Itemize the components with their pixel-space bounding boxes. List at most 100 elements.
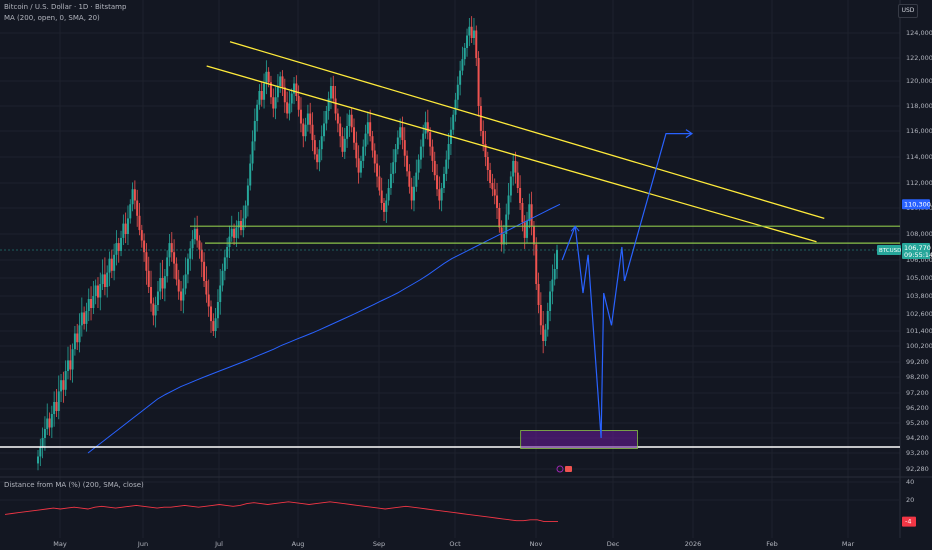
candle-body: [406, 155, 409, 172]
candle-body: [288, 103, 291, 114]
symbol-tag-box: [877, 244, 901, 255]
candle-body: [371, 136, 374, 151]
candle-body: [214, 318, 217, 331]
osc-tick-label: 40: [906, 478, 914, 486]
candle-body: [62, 380, 65, 390]
candle-body: [120, 237, 123, 251]
osc-value-tag: [902, 516, 916, 527]
candle-body: [244, 205, 247, 219]
candle-body: [117, 243, 120, 251]
candle-body: [426, 122, 429, 133]
candle-body: [253, 121, 256, 142]
candle-body: [350, 114, 353, 128]
price-tick-label: 93,200: [906, 449, 929, 457]
candle-body: [64, 371, 67, 390]
price-tick-label: 101,400: [906, 327, 932, 335]
candle-body: [526, 221, 529, 238]
price-tick-label: 94,200: [906, 434, 929, 442]
candle-body: [180, 291, 183, 301]
candle-body: [193, 228, 196, 240]
candle-body: [228, 236, 231, 247]
candle-body: [380, 190, 383, 203]
candle-body: [401, 127, 404, 141]
candle-body: [546, 311, 549, 330]
candle-body: [152, 303, 155, 316]
candle-body: [124, 223, 127, 234]
price-tick-label: 103,800: [906, 292, 932, 300]
candle-body: [442, 173, 445, 188]
candle-body: [73, 333, 76, 350]
time-tick-label: Feb: [766, 540, 778, 548]
candle-body: [90, 299, 93, 308]
candle-body: [223, 257, 226, 271]
candle-body: [496, 195, 499, 208]
currency-button[interactable]: USD: [898, 4, 918, 18]
candle-body: [417, 159, 420, 173]
candle-body: [556, 249, 558, 269]
candle-body: [297, 96, 300, 110]
price-tick-label: 96,200: [906, 404, 929, 412]
target-zone: [520, 430, 638, 449]
candle-body: [327, 98, 330, 111]
candle-body: [491, 183, 494, 190]
candle-body: [156, 291, 159, 305]
time-tick-label: Oct: [449, 540, 461, 548]
candle-body: [364, 133, 367, 147]
candle-body: [325, 111, 328, 124]
candle-body: [110, 258, 113, 271]
price-tick-label: 92,280: [906, 465, 929, 473]
candle-body: [83, 312, 86, 324]
candle-body: [544, 329, 547, 341]
candle-body: [530, 204, 533, 227]
price-tick-label: 118,000: [906, 102, 932, 110]
candle-body: [459, 70, 462, 85]
candle-body: [424, 122, 427, 134]
price-tick-label: 102,600: [906, 310, 932, 318]
candle-body: [299, 109, 302, 124]
candle-body: [306, 113, 309, 125]
candle-body: [323, 123, 326, 137]
candle-body: [339, 123, 342, 137]
candle-body: [489, 170, 492, 183]
candle-body: [163, 276, 166, 289]
countdown-value: 09:55:14: [904, 251, 932, 259]
moving-average-line: [87, 203, 561, 454]
candle-body: [343, 138, 346, 152]
candle-body: [392, 162, 395, 174]
candle-body: [99, 284, 102, 298]
candle-body: [138, 215, 141, 231]
candle-body: [505, 214, 508, 234]
candle-body: [41, 438, 44, 447]
indicator-title: MA (200, open, 0, SMA, 20): [4, 14, 100, 22]
candle-body: [334, 98, 337, 114]
candle-body: [37, 456, 39, 464]
candle-body: [242, 218, 245, 231]
candle-body: [87, 299, 90, 311]
candle-body: [440, 188, 443, 201]
candle-body: [53, 402, 56, 414]
arrow-head-icon: [570, 225, 580, 232]
oscillator-title: Distance from MA (%) (200, SMA, close): [4, 481, 144, 489]
candle-body: [452, 114, 455, 130]
price-tick-label: 100,200: [906, 342, 932, 350]
candle-body: [154, 305, 157, 316]
candle-body: [412, 186, 415, 201]
time-tick-label: Jun: [137, 540, 148, 548]
candle-body: [532, 226, 535, 245]
price-tick-label: 112,000: [906, 179, 932, 187]
candle-body: [346, 126, 349, 139]
candle-body: [173, 252, 176, 264]
candle-body: [159, 278, 162, 292]
candle-body: [203, 261, 206, 281]
candle-body: [166, 257, 169, 277]
candle-body: [336, 113, 339, 124]
candle-body: [267, 71, 270, 83]
candle-body: [475, 30, 478, 58]
price-tick-label: 114,000: [906, 153, 932, 161]
candle-body: [198, 240, 201, 250]
candle-body: [189, 248, 192, 259]
candle-body: [274, 97, 277, 109]
candle-body: [216, 302, 219, 319]
event-marker-icon: [556, 465, 564, 473]
